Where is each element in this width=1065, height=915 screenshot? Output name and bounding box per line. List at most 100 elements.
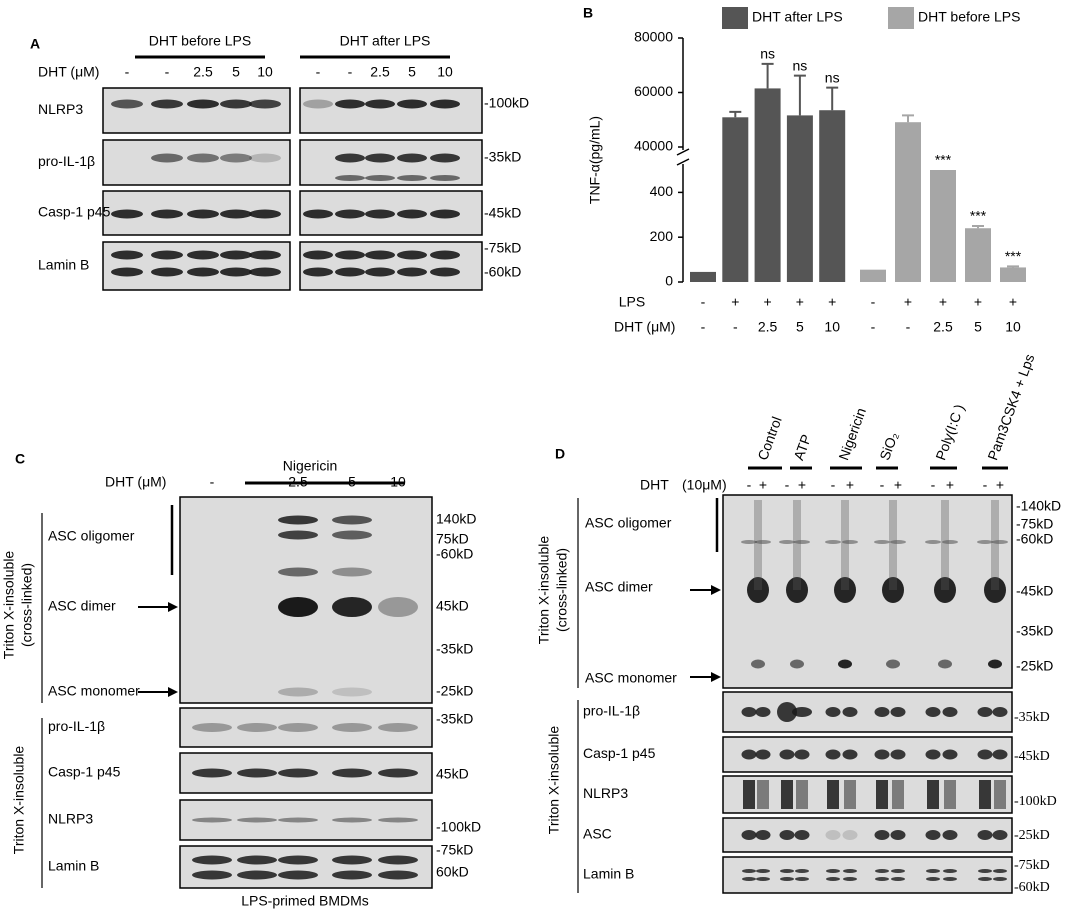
band — [151, 99, 183, 109]
x-tick-label: + — [974, 294, 982, 310]
band — [303, 209, 333, 219]
band — [781, 780, 793, 809]
panel-label: A — [30, 36, 40, 52]
label: - — [785, 477, 790, 493]
band — [430, 153, 460, 163]
band — [220, 267, 252, 277]
band — [891, 877, 905, 881]
band — [843, 869, 857, 873]
band — [779, 540, 795, 544]
band — [994, 780, 1006, 809]
label: Triton X-insoluble — [536, 536, 552, 645]
label: - — [165, 64, 170, 80]
band — [925, 540, 941, 544]
band — [978, 869, 992, 873]
band — [365, 99, 395, 109]
band — [826, 877, 840, 881]
band — [397, 267, 427, 277]
band — [892, 780, 904, 809]
band — [187, 99, 219, 109]
blot — [102, 87, 291, 134]
band — [977, 707, 993, 717]
blot — [299, 241, 483, 291]
label: Casp-1 p45 — [38, 204, 111, 220]
axis-break — [676, 158, 690, 166]
band — [842, 749, 858, 760]
band — [430, 250, 460, 260]
band — [977, 749, 993, 760]
band — [825, 540, 841, 544]
x-tick-label: - — [701, 294, 706, 310]
x-tick-label: 10 — [1005, 319, 1021, 335]
band — [926, 869, 940, 873]
band — [742, 877, 756, 881]
band — [741, 707, 757, 717]
arrow-head — [168, 602, 178, 612]
band — [192, 855, 232, 865]
bar — [1000, 267, 1026, 282]
smear — [841, 500, 849, 590]
label: ASC oligomer — [585, 515, 672, 531]
band — [249, 267, 281, 277]
band — [743, 780, 755, 809]
x-tick-label: - — [871, 294, 876, 310]
band — [220, 250, 252, 260]
label: 45kD — [436, 766, 469, 782]
x-tick-label: - — [906, 319, 911, 335]
label: + — [798, 477, 806, 493]
band — [795, 877, 809, 881]
label: Casp-1 p45 — [48, 764, 121, 780]
band — [365, 175, 395, 181]
label: - — [316, 64, 321, 80]
legend-label: DHT after LPS — [752, 9, 843, 25]
blot — [722, 856, 1013, 894]
band — [335, 99, 365, 109]
band — [278, 687, 318, 697]
y-tick-label: 400 — [650, 183, 674, 199]
label: + — [946, 477, 954, 493]
band — [332, 515, 372, 525]
label: 10 — [390, 474, 406, 490]
band — [890, 707, 906, 717]
band — [397, 153, 427, 163]
label: ASC dimer — [585, 579, 653, 595]
band — [891, 869, 905, 873]
band — [925, 749, 941, 760]
x-tick-label: - — [871, 319, 876, 335]
band — [303, 99, 333, 109]
band — [825, 707, 841, 717]
band — [925, 707, 941, 717]
label: -60kD — [436, 546, 473, 562]
band — [430, 267, 460, 277]
smear — [754, 500, 762, 590]
arrow-head — [711, 585, 721, 595]
band — [237, 870, 277, 880]
label: 10 — [257, 64, 273, 80]
blot — [722, 775, 1013, 814]
band — [187, 209, 219, 219]
band — [794, 830, 810, 840]
band — [926, 877, 940, 881]
band — [875, 877, 889, 881]
band — [397, 99, 427, 109]
band — [365, 267, 395, 277]
label: LPS — [619, 294, 645, 310]
bar — [819, 110, 846, 283]
band — [826, 869, 840, 873]
band — [249, 250, 281, 260]
band — [192, 723, 232, 732]
band — [335, 250, 365, 260]
band — [756, 869, 770, 873]
band — [397, 209, 427, 219]
band — [237, 817, 277, 823]
label: + — [846, 477, 854, 493]
label: -25kD — [436, 683, 473, 699]
y-tick-label: 80000 — [634, 29, 673, 45]
band — [756, 877, 770, 881]
band — [278, 855, 318, 865]
band — [882, 577, 904, 603]
band — [874, 749, 890, 760]
label: 5 — [348, 474, 356, 490]
blot — [722, 736, 1013, 773]
bar — [786, 115, 813, 282]
